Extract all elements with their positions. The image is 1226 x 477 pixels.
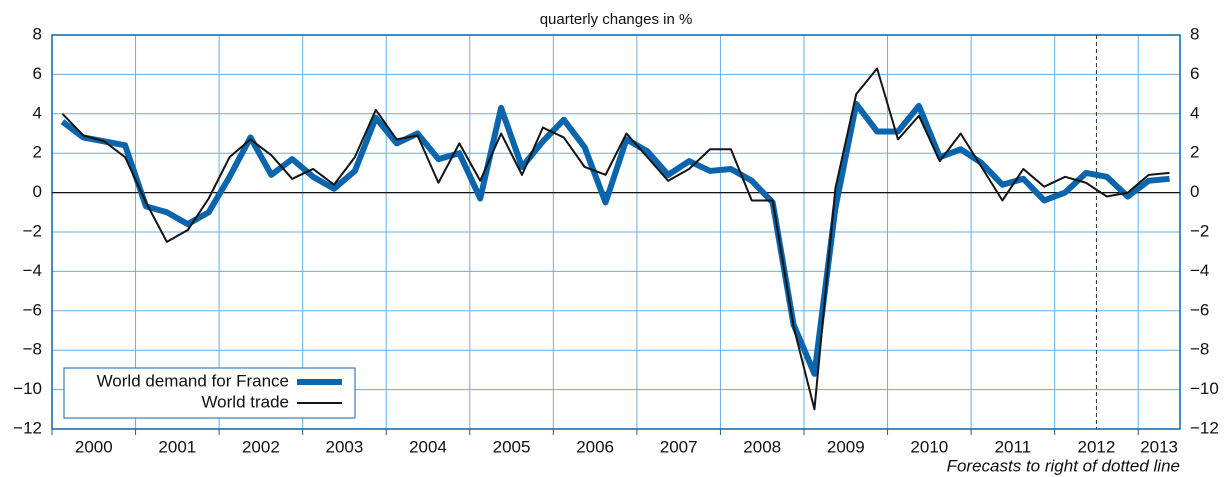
series-line [60,100,1170,377]
x-tick-label: 2013 [1140,437,1178,456]
y2-tick-label: −8 [1190,340,1209,359]
x-tick-label: 2004 [409,437,447,456]
x-tick-label: 2011 [995,437,1032,456]
legend-label: World trade [201,392,289,411]
x-tick-label: 2002 [242,437,280,456]
y2-tick-label: 4 [1190,103,1199,122]
y-tick-label: −4 [23,261,42,280]
y2-tick-label: 0 [1190,182,1199,201]
x-tick-label: 2001 [158,437,196,456]
legend-label: World demand for France [97,371,289,390]
y2-tick-label: 2 [1190,143,1199,162]
y2-tick-label: −4 [1190,261,1209,280]
y2-tick-label: −12 [1190,418,1219,437]
y-tick-label: −6 [23,300,42,319]
x-tick-label: 2006 [576,437,614,456]
plot-frame [51,34,1181,430]
y-tick-label: −2 [23,221,42,240]
y2-tick-label: 6 [1190,64,1199,83]
forecast-note: Forecasts to right of dotted line [947,456,1180,475]
y-tick-label: −8 [23,340,42,359]
y2-tick-label: −10 [1190,379,1219,398]
y-tick-label: 0 [33,182,42,201]
x-tick-label: 2007 [660,437,698,456]
chart-title: quarterly changes in % [540,11,693,28]
y-tick-label: 2 [33,143,42,162]
y2-tick-label: 8 [1190,24,1199,43]
x-tick-label: 2003 [326,437,364,456]
x-tick-label: 2012 [1078,437,1116,456]
x-tick-label: 2008 [743,437,781,456]
x-tick-label: 2010 [910,437,948,456]
series-line [61,67,1170,411]
y-tick-label: 4 [33,103,42,122]
y-tick-label: 8 [33,24,42,43]
y-tick-label: −12 [13,418,42,437]
y2-tick-label: −6 [1190,300,1209,319]
y-tick-label: 6 [33,64,42,83]
y2-tick-label: −2 [1190,221,1209,240]
x-tick-label: 2000 [75,437,113,456]
x-tick-label: 2005 [493,437,531,456]
x-tick-label: 2009 [827,437,865,456]
legend-box [63,367,356,419]
y-tick-label: −10 [13,379,42,398]
